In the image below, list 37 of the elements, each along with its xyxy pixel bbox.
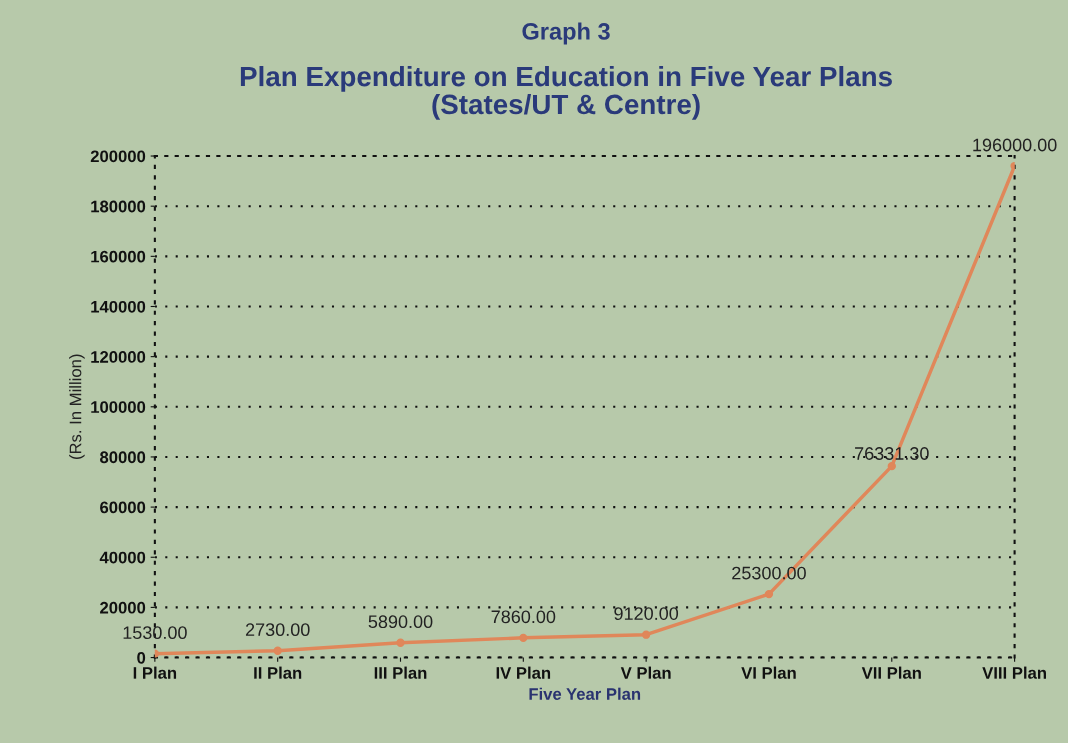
data-label: 1530.00 <box>123 626 187 640</box>
data-label: 5890.00 <box>368 615 433 629</box>
data-label: 2730.00 <box>245 623 310 637</box>
x-tick-label: I Plan <box>133 666 177 679</box>
x-tick-label: VI Plan <box>741 666 796 679</box>
x-tick-label: II Plan <box>254 666 302 679</box>
chart-title: Graph 3 <box>522 22 610 45</box>
x-tick-label: VIII Plan <box>982 666 1046 679</box>
data-label: 196000.00 <box>973 138 1057 152</box>
chart-subtitle: Plan Expenditure on Education in Five Year Plans (States/UT & Centre) <box>240 65 892 120</box>
point <box>887 461 896 471</box>
x-tick-label: VII Plan <box>861 666 921 679</box>
y-tick-label: 160000 <box>91 250 146 263</box>
data-label: 9120.00 <box>614 607 679 621</box>
point <box>764 589 774 599</box>
x-tick-label: III Plan <box>374 666 427 679</box>
y-tick-label: 60000 <box>100 501 146 514</box>
point <box>519 633 528 643</box>
y-tick-label: 200000 <box>90 150 146 163</box>
y-tick-label: 120000 <box>91 351 146 363</box>
x-tick-label: IV Plan <box>496 666 551 679</box>
data-label: 76331.30 <box>855 447 929 460</box>
y-tick-label: 100000 <box>91 401 146 413</box>
data-label: 7860.00 <box>491 610 556 624</box>
point <box>641 630 651 639</box>
point <box>396 638 405 647</box>
y-tick-label: 180000 <box>91 200 146 213</box>
y-tick-label: 80000 <box>100 451 146 464</box>
y-tick-label: 20000 <box>100 601 146 614</box>
point <box>273 646 282 655</box>
data-label: 25300.00 <box>732 566 806 580</box>
y-tick-label: 40000 <box>99 551 146 564</box>
y-axis-title: (Rs. In Million) <box>69 354 85 459</box>
x-tick-label: V Plan <box>620 666 671 679</box>
y-tick-label: 0 <box>137 651 146 664</box>
y-tick-label: 140000 <box>91 300 146 313</box>
x-axis-title: Five Year Plan <box>529 687 641 700</box>
